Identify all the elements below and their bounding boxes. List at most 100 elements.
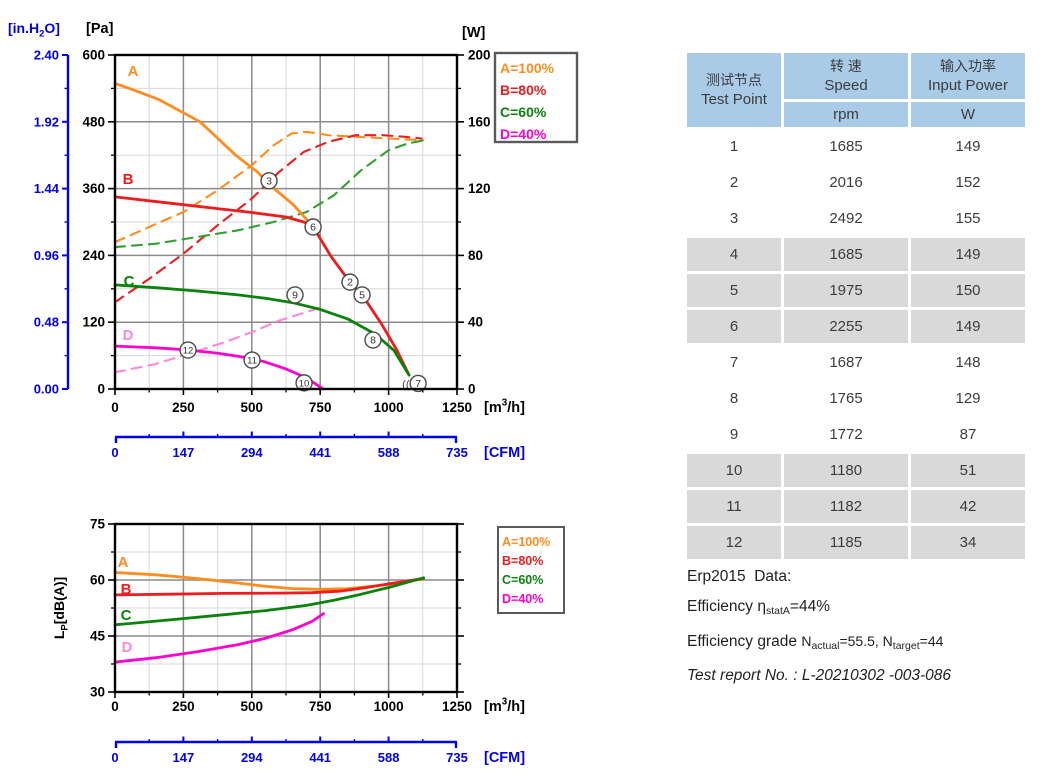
cell-rpm: 2255: [784, 310, 908, 343]
erp-test-report: Test report No. : L-20210302 -003-086: [687, 667, 951, 684]
erp-text-segment: =44: [919, 633, 944, 649]
curve-D-power: [113, 306, 323, 374]
erp-efficiency-line: Efficiency ηstatA=44%: [687, 598, 1043, 620]
cell-point: 5: [687, 274, 781, 307]
legend-item-D=40%: D=40%: [500, 126, 547, 142]
header-test-point-en: Test Point: [701, 91, 767, 108]
marker-label-6: 6: [310, 222, 316, 234]
cell-rpm: 1765: [784, 382, 908, 415]
marker-12: [179, 341, 197, 359]
legend-item-D=40%: D=40%: [502, 592, 543, 606]
table-body: 1 1685 149 2 2016 152 3 2492 155 4 1685 149 5 1975 150…: [687, 130, 1025, 559]
cell-watt: 148: [911, 346, 1025, 379]
marker-3: [260, 172, 278, 190]
marker-label-7: 7: [415, 378, 421, 390]
table-row: 5 1975 150: [687, 274, 1025, 307]
table-row: 11 1182 42: [687, 490, 1025, 523]
flow-tick-label: 1250: [442, 699, 472, 714]
db-tick-label: 75: [90, 517, 106, 532]
cfm-tick-label: 588: [378, 445, 400, 460]
curve-label-C: C: [124, 273, 135, 290]
cell-point: 11: [687, 490, 781, 523]
cell-watt: 150: [911, 274, 1025, 307]
curve-B-noise: [113, 577, 426, 597]
flow-tick-label: 1000: [374, 400, 404, 415]
cell-point: 8: [687, 382, 781, 415]
cell-point: 1: [687, 130, 781, 163]
legend-item-C=60%: C=60%: [502, 573, 543, 587]
marker-label-10: 10: [299, 378, 310, 389]
inh2o-unit-label: [in.H2O]: [8, 20, 60, 40]
cell-watt: 42: [911, 490, 1025, 523]
erp-data-block: Erp2015 Data: Efficiency ηstatA=44% Effi…: [687, 568, 1043, 697]
cell-point: 2: [687, 166, 781, 199]
legend-item-B=80%: B=80%: [502, 554, 543, 568]
flow-tick-label: 1250: [442, 400, 472, 415]
marker-7: [409, 374, 427, 393]
w-tick-label: 160: [468, 114, 491, 129]
w-tick-label: 40: [468, 315, 483, 330]
cell-watt: 155: [911, 202, 1025, 235]
w-tick-label: 0: [468, 382, 476, 397]
cfm-tick-label: 0: [111, 750, 118, 765]
erp-grade-line: Efficiency grade Nactual=55.5, Ntarget=4…: [687, 632, 1043, 655]
flow-tick-label: 750: [309, 400, 332, 415]
marker-label-11: 11: [247, 356, 257, 367]
pa-tick-label: 360: [82, 181, 105, 196]
legend-item-C=60%: C=60%: [500, 104, 547, 120]
marker-5: [353, 286, 371, 304]
flow-unit-label: [m3/h]: [484, 398, 525, 417]
cell-watt: 149: [911, 238, 1025, 271]
w-tick-label: 120: [468, 181, 491, 196]
legend-box: [497, 526, 565, 614]
inh2o-tick-label: 2.40: [34, 48, 59, 63]
pa-tick-label: 600: [82, 48, 105, 63]
cell-rpm: 1185: [784, 526, 908, 559]
erp-text-segment: =44%: [789, 598, 830, 615]
cell-point: 10: [687, 454, 781, 487]
cell-point: 4: [687, 238, 781, 271]
erp-text-segment: Efficiency η: [687, 598, 766, 615]
erp-text-segment: statA: [765, 605, 790, 617]
pa-tick-label: 120: [82, 315, 105, 330]
cell-watt: 149: [911, 130, 1025, 163]
marker-9: [286, 286, 304, 304]
flow-tick-label: 250: [172, 699, 195, 714]
legend-item-A=100%: A=100%: [500, 60, 555, 76]
marker-8: [364, 331, 382, 349]
cfm-tick-label: 441: [309, 750, 331, 765]
test-point-table-wrap: 测试节点 Test Point 转 速 Speed 输入功率 Input Pow…: [684, 50, 1028, 562]
marker-label-12: 12: [183, 346, 194, 357]
flow-tick-label: 0: [111, 699, 119, 714]
cfm-tick-label: 147: [173, 750, 195, 765]
cell-point: 3: [687, 202, 781, 235]
table-row: 8 1765 129: [687, 382, 1025, 415]
cell-point: 6: [687, 310, 781, 343]
cell-watt: 149: [911, 310, 1025, 343]
db-tick-label: 60: [90, 573, 105, 588]
curve-D-pressure: [113, 344, 324, 390]
marker-label-8: 8: [370, 335, 376, 347]
cell-rpm: 1975: [784, 274, 908, 307]
db-axis-title: LP[dB(A)]: [51, 577, 71, 639]
header-speed-en: Speed: [824, 77, 868, 94]
marker-11: [243, 351, 261, 369]
cfm-tick-label: 294: [241, 750, 263, 765]
marker-label-5: 5: [359, 290, 365, 302]
table-header: 测试节点 Test Point 转 速 Speed 输入功率 Input Pow…: [687, 53, 1025, 127]
inh2o-tick-label: 0.48: [34, 315, 59, 330]
cfm-tick-label: 588: [378, 750, 400, 765]
pa-tick-label: 0: [97, 382, 105, 397]
legend-item-A=100%: A=100%: [502, 535, 550, 549]
cell-rpm: 1685: [784, 238, 908, 271]
marker-2: [341, 273, 359, 291]
inh2o-tick-label: 0.00: [34, 382, 59, 397]
flow-tick-label: 500: [241, 400, 264, 415]
marker-label-3: 3: [266, 175, 272, 187]
table-row: 6 2255 149: [687, 310, 1025, 343]
flow-tick-label: 250: [172, 400, 195, 415]
cell-rpm: 1687: [784, 346, 908, 379]
curve-label-B: B: [123, 171, 134, 188]
db-tick-label: 45: [90, 629, 106, 644]
